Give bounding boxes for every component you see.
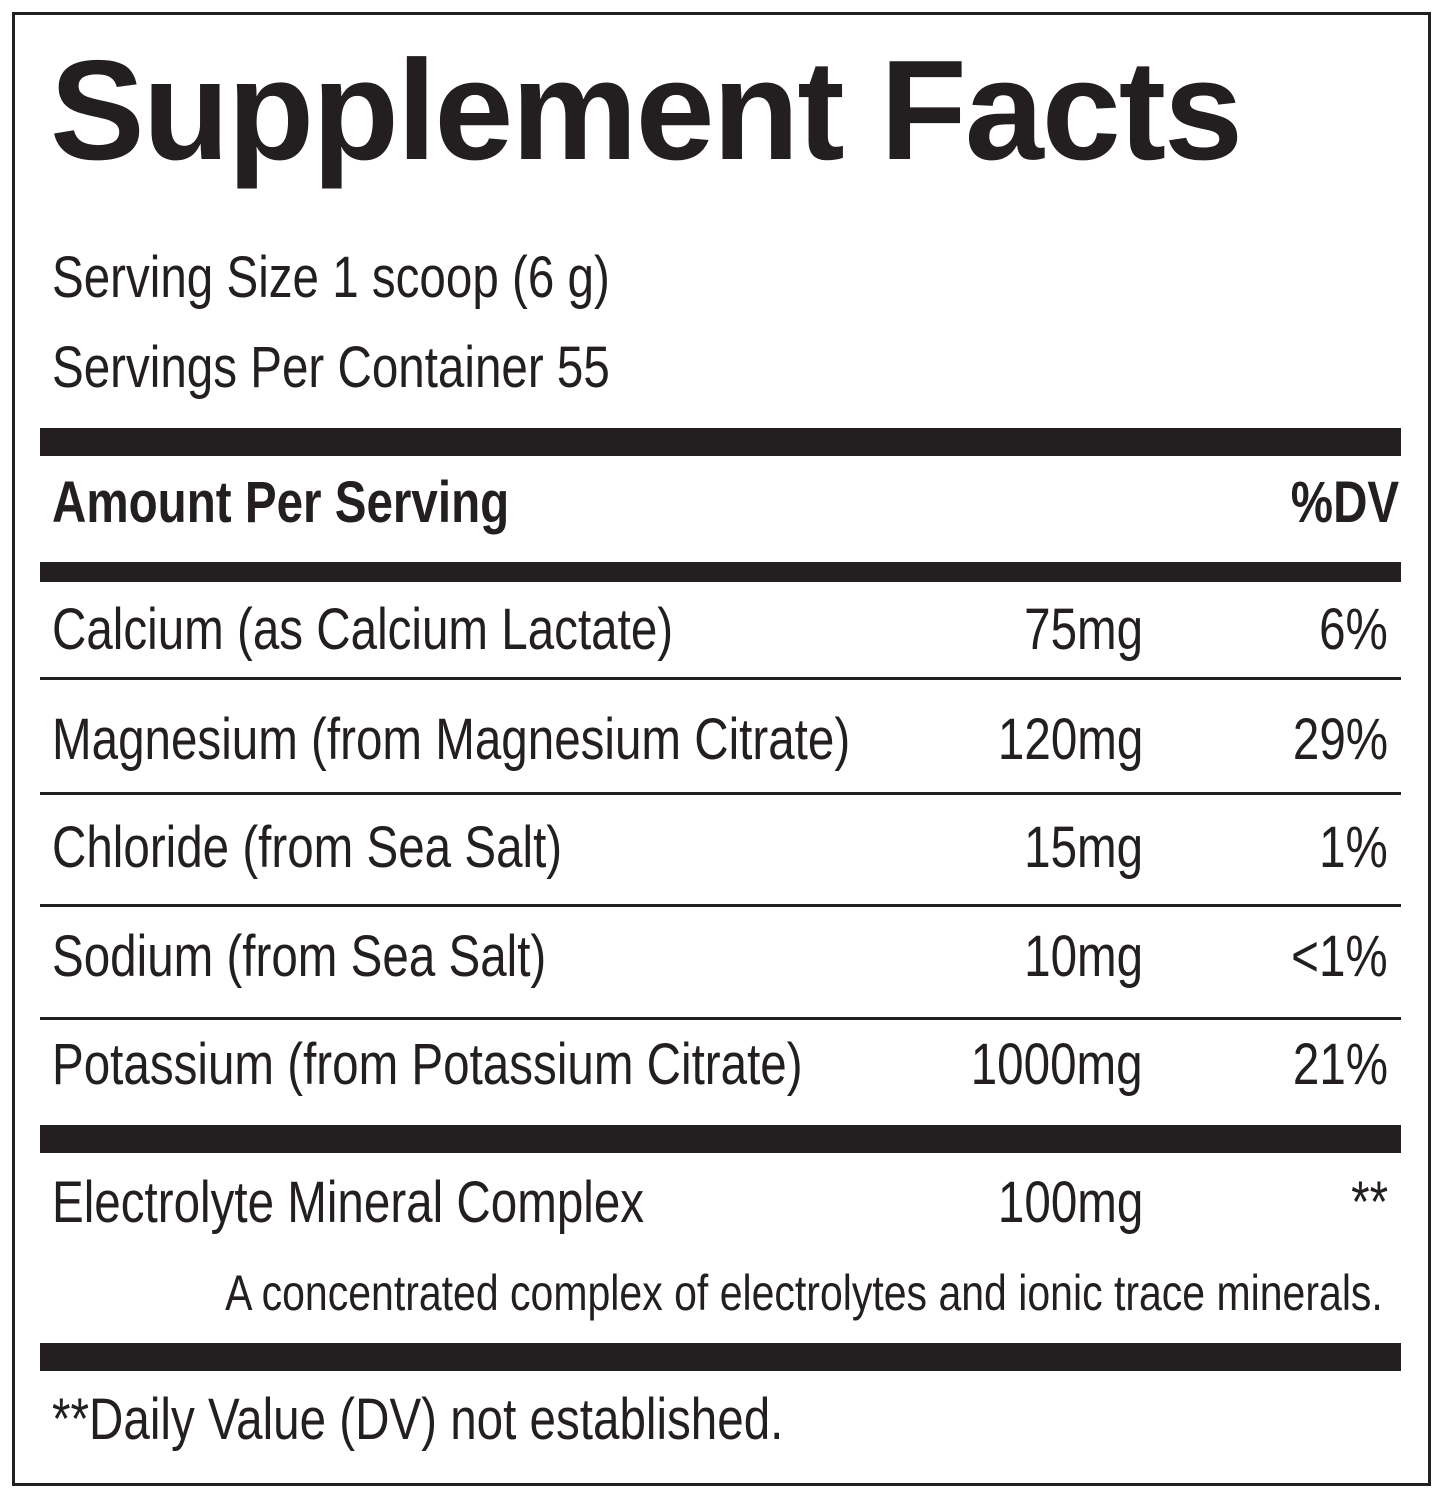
nutrient-dv: 6% (1319, 597, 1388, 662)
divider (40, 562, 1401, 582)
servings-per-container: Servings Per Container 55 (52, 335, 610, 400)
divider (40, 1125, 1401, 1153)
row-line (40, 904, 1401, 907)
complex-amount: 100mg (997, 1170, 1143, 1235)
complex-dv: ** (1350, 1170, 1388, 1235)
complex-description: A concentrated complex of electrolytes a… (225, 1265, 1383, 1321)
nutrient-amount: 10mg (1024, 924, 1143, 989)
footnote: **Daily Value (DV) not established. (52, 1387, 784, 1452)
complex-name: Electrolyte Mineral Complex (52, 1170, 645, 1235)
header-amount: Amount Per Serving (52, 470, 510, 535)
row-line (40, 677, 1401, 680)
row-line (40, 792, 1401, 795)
nutrient-dv: <1% (1291, 924, 1388, 989)
nutrient-dv: 21% (1292, 1032, 1388, 1097)
divider (40, 428, 1401, 456)
nutrient-amount: 1000mg (971, 1032, 1143, 1097)
label-frame (12, 12, 1431, 1486)
nutrient-amount: 120mg (997, 707, 1143, 772)
nutrient-name: Potassium (from Potassium Citrate) (52, 1032, 803, 1097)
title: Supplement Facts (50, 31, 1243, 190)
nutrient-dv: 1% (1319, 815, 1388, 880)
row-line (40, 1017, 1401, 1020)
nutrient-amount: 15mg (1024, 815, 1143, 880)
nutrient-name: Sodium (from Sea Salt) (52, 924, 547, 989)
nutrient-amount: 75mg (1024, 597, 1143, 662)
divider (40, 1343, 1401, 1371)
nutrient-name: Calcium (as Calcium Lactate) (52, 597, 674, 662)
nutrient-name: Magnesium (from Magnesium Citrate) (52, 707, 851, 772)
nutrient-dv: 29% (1292, 707, 1388, 772)
serving-size: Serving Size 1 scoop (6 g) (52, 245, 610, 310)
nutrient-name: Chloride (from Sea Salt) (52, 815, 563, 880)
header-dv: %DV (1290, 470, 1399, 535)
